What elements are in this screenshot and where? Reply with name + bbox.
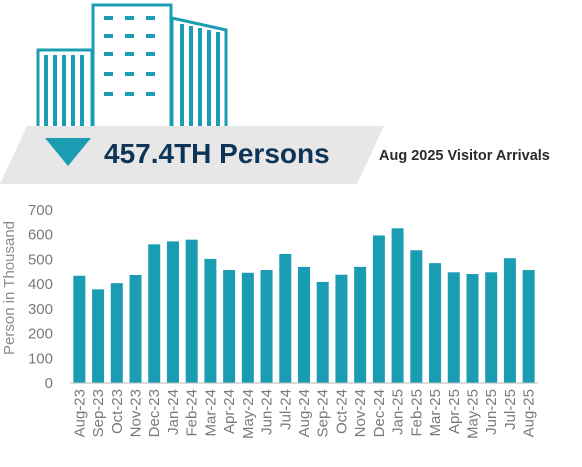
office-buildings-icon	[36, 3, 228, 128]
x-tick-label: May-25	[464, 389, 481, 439]
x-tick-label: Jul-25	[502, 389, 519, 430]
bar-Sep-23	[92, 289, 105, 383]
x-tick-label: Feb-24	[184, 389, 201, 437]
bar-Jun-24	[260, 270, 273, 383]
bar-Jun-25	[485, 272, 498, 383]
y-tick-label: 200	[28, 326, 53, 343]
y-tick-label: 700	[28, 202, 53, 219]
x-tick-label: Jul-24	[277, 389, 294, 430]
x-tick-label: Sep-23	[90, 389, 107, 437]
y-tick-label: 0	[45, 375, 53, 392]
y-tick-label: 600	[28, 227, 53, 244]
bar-Nov-24	[354, 266, 367, 383]
x-tick-label: Aug-23	[71, 389, 88, 437]
bar-Aug-24	[298, 266, 310, 383]
x-tick-label: Jan-25	[390, 389, 407, 435]
x-tick-label: Nov-24	[352, 389, 369, 437]
x-tick-label: Jun-25	[483, 389, 500, 435]
x-tick-label: Nov-23	[128, 389, 145, 437]
bar-Dec-24	[372, 235, 385, 383]
y-axis-label: Person in Thousand	[1, 221, 18, 355]
bar-Apr-25	[447, 272, 460, 383]
bar-May-24	[241, 272, 254, 383]
bar-Apr-24	[223, 270, 236, 383]
x-tick-label: Mar-24	[202, 389, 219, 437]
down-triangle-icon	[45, 138, 91, 166]
x-tick-label: Feb-25	[408, 389, 425, 437]
x-tick-label: Oct-23	[109, 389, 126, 434]
bar-Feb-24	[185, 239, 198, 383]
x-tick-label: Sep-24	[315, 389, 332, 437]
x-tick-label: Aug-24	[296, 389, 313, 437]
x-tick-label: Aug-25	[521, 389, 538, 437]
bar-Jan-25	[391, 228, 404, 383]
bar-Jul-25	[503, 258, 516, 383]
bar-Jan-24	[166, 241, 179, 383]
bar-May-25	[466, 274, 479, 383]
bar-Sep-24	[316, 281, 329, 383]
bar-Aug-23	[73, 275, 86, 383]
x-tick-label: Apr-24	[221, 389, 238, 434]
subtitle: Aug 2025 Visitor Arrivals	[379, 148, 550, 164]
x-tick-label: Jun-24	[259, 389, 276, 435]
x-tick-label: May-24	[240, 389, 257, 439]
bar-chart: Person in Thousand 0 100 200 300 400 500 600 70…	[1, 202, 538, 439]
y-tick-label: 100	[28, 350, 53, 367]
bar-Mar-25	[429, 263, 442, 383]
bar-Feb-25	[410, 250, 423, 383]
x-tick-label: Jan-24	[165, 389, 182, 435]
x-tick-label: Apr-25	[446, 389, 463, 434]
headline-value: 457.4TH Persons	[104, 138, 330, 169]
bar-Nov-23	[129, 274, 142, 383]
headline-banner	[0, 126, 384, 184]
x-tick-label: Oct-24	[333, 389, 350, 434]
x-tick-label: Mar-25	[427, 389, 444, 437]
y-tick-label: 500	[28, 251, 53, 268]
bar-Mar-24	[204, 258, 217, 383]
bar-Dec-23	[148, 244, 161, 383]
y-tick-label: 300	[28, 301, 53, 318]
bar-Jul-24	[279, 253, 292, 383]
bar-Oct-23	[110, 283, 123, 383]
x-tick-label: Dec-24	[371, 389, 388, 437]
x-tick-label: Dec-23	[146, 389, 163, 437]
bar-Oct-24	[335, 274, 348, 383]
y-tick-label: 400	[28, 276, 53, 293]
bar-Aug-25	[522, 270, 535, 383]
